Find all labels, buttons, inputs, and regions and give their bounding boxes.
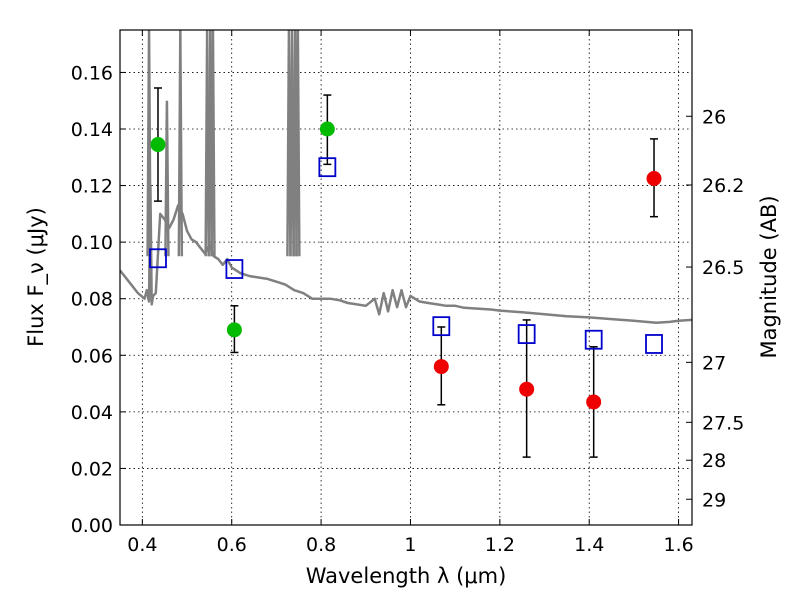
x-tick-label: 0.8 [306, 534, 336, 556]
x-tick-label: 0.4 [127, 534, 157, 556]
model-emission-spike [146, 30, 152, 257]
x-tick-label: 1.6 [663, 534, 693, 556]
y-tick-label: 0.02 [71, 458, 113, 480]
y-tick-label: 0.12 [71, 176, 113, 198]
data-point-series-2 [432, 316, 451, 337]
data-point-series-0 [150, 137, 166, 153]
x-axis-ticks: 0.4 0.6 0.8 1 1.2 1.4 1.6 [127, 30, 694, 556]
x-tick-label: 1 [404, 534, 416, 556]
y-axis-label: Flux F_ν (μJy) [24, 207, 49, 347]
y2-tick-label: 29 [702, 489, 726, 511]
y-axis-ticks: 0.00 0.02 0.04 0.06 0.08 0.10 0.12 0.14 0.16 [71, 62, 126, 537]
x-axis-label: Wavelength λ (μm) [306, 564, 507, 588]
data-point-series-1 [646, 171, 662, 186]
model-spectrum-layer [120, 30, 692, 325]
plot-frame [119, 29, 693, 526]
data-points-layer [149, 87, 663, 458]
y2-tick-label: 27.5 [702, 412, 744, 434]
y2-tick-label: 27 [702, 352, 726, 374]
model-emission-spike [210, 30, 216, 257]
model-emission-spike [295, 30, 301, 257]
model-emission-spike [177, 30, 184, 257]
data-point-series-0 [319, 121, 335, 137]
data-point-series-2 [225, 259, 244, 279]
y-tick-label: 0.16 [71, 62, 113, 84]
data-point-series-2 [318, 157, 337, 178]
data-point-series-2 [645, 334, 663, 354]
data-point-series-1 [519, 381, 535, 397]
y2-axis-ticks: 26 26.2 26.5 27 27.5 28 29 [686, 106, 744, 511]
y-tick-label: 0.06 [71, 345, 113, 367]
y-tick-label: 0.00 [71, 515, 113, 537]
data-point-series-2 [517, 324, 536, 344]
y2-axis-label: Magnitude (AB) [757, 195, 781, 358]
data-point-series-2 [584, 329, 603, 350]
data-point-series-2 [149, 248, 167, 269]
y2-tick-label: 26.2 [702, 175, 744, 197]
y2-tick-label: 26 [702, 106, 726, 128]
data-point-series-1 [586, 394, 602, 410]
x-tick-label: 1.4 [574, 534, 604, 556]
y2-tick-label: 26.5 [702, 257, 744, 279]
y-tick-label: 0.08 [71, 289, 113, 311]
data-point-series-1 [433, 359, 449, 375]
y2-tick-label: 28 [702, 450, 726, 472]
model-emission-spike [164, 100, 170, 257]
data-point-series-0 [226, 322, 242, 338]
y-tick-label: 0.10 [71, 232, 113, 254]
y-tick-label: 0.14 [71, 119, 113, 141]
x-tick-label: 1.2 [485, 534, 515, 556]
y-tick-label: 0.04 [71, 402, 113, 424]
x-tick-label: 0.6 [217, 534, 247, 556]
